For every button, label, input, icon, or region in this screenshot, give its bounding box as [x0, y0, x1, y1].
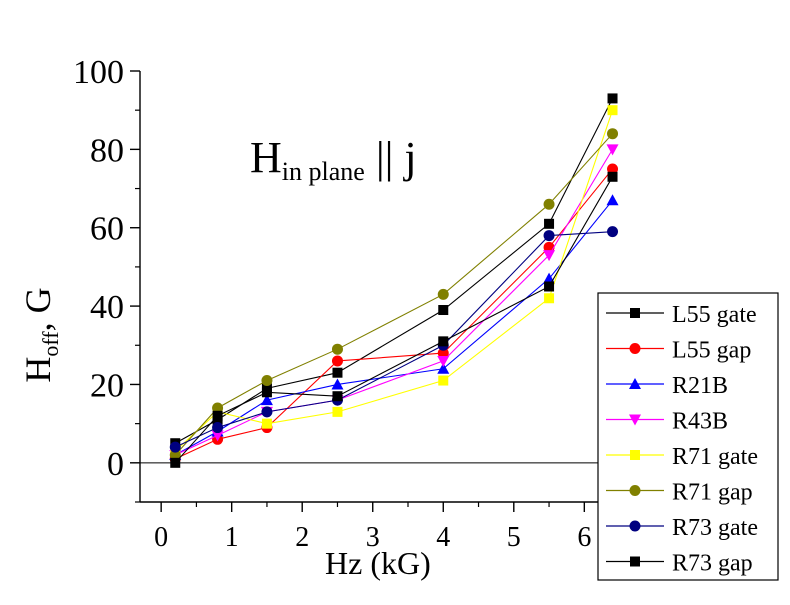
- y-tick-label: 40: [90, 289, 124, 326]
- data-point: [170, 457, 181, 468]
- legend-marker: [629, 485, 641, 496]
- data-point: [437, 347, 449, 359]
- data-point: [438, 336, 449, 347]
- legend-box: [597, 292, 779, 581]
- data-point: [544, 293, 555, 304]
- legend-entry: R21B: [606, 373, 728, 399]
- y-tick-label: 60: [90, 211, 124, 248]
- data-point: [261, 418, 272, 429]
- data-point: [544, 218, 555, 229]
- series-layer: [169, 93, 619, 468]
- data-point: [543, 198, 555, 210]
- data-point: [261, 375, 273, 387]
- data-point: [331, 355, 343, 367]
- data-point: [607, 163, 619, 175]
- data-point: [437, 288, 449, 300]
- data-point: [332, 391, 343, 402]
- data-point: [544, 281, 555, 292]
- legend-label: R73 gap: [672, 551, 753, 577]
- data-point: [169, 441, 181, 453]
- series-r71-gap: [169, 128, 619, 461]
- data-point: [437, 362, 450, 374]
- series-r73-gap: [170, 171, 618, 468]
- data-point: [607, 171, 618, 182]
- x-tick-label: 4: [436, 522, 450, 553]
- legend-label: L55 gap: [672, 338, 751, 364]
- x-tick-label: 0: [154, 522, 168, 553]
- data-point: [261, 406, 273, 418]
- x-tick-label: 1: [225, 522, 239, 553]
- chart-title: Hin plane || j: [250, 133, 417, 186]
- legend-label: R71 gate: [672, 444, 758, 470]
- legend-entry: R73 gate: [606, 515, 758, 541]
- legend-entry: R73 gap: [606, 551, 753, 577]
- x-axis-label: Hz (kG): [325, 545, 431, 581]
- legend-label: R43B: [672, 409, 728, 435]
- data-point: [332, 367, 343, 378]
- legend-marker: [630, 556, 640, 567]
- data-point: [212, 402, 224, 414]
- data-point: [331, 343, 343, 355]
- data-point: [607, 105, 618, 116]
- data-point: [212, 422, 224, 434]
- data-point: [169, 449, 181, 461]
- y-tick-label: 80: [90, 132, 124, 169]
- data-point: [543, 250, 556, 262]
- legend-label: R21B: [672, 373, 728, 399]
- y-tick-label: 100: [73, 54, 124, 91]
- legend-marker: [629, 378, 641, 389]
- legend-entry: L55 gate: [606, 302, 757, 328]
- legend-label: R71 gap: [672, 480, 753, 506]
- data-point: [211, 430, 224, 442]
- x-tick-label: 3: [366, 522, 380, 553]
- data-point: [332, 406, 343, 417]
- data-point: [261, 387, 272, 398]
- legend-entry: L55 gap: [606, 338, 751, 364]
- legend-marker: [629, 414, 641, 426]
- legend-label: L55 gate: [672, 302, 757, 328]
- legend-entry: R71 gap: [606, 480, 753, 506]
- x-tick-label: 2: [295, 522, 309, 553]
- data-point: [606, 144, 619, 156]
- data-point: [607, 226, 619, 238]
- x-tick-label: 6: [577, 522, 591, 553]
- legend-marker: [629, 343, 641, 354]
- data-point: [606, 194, 619, 206]
- legend-marker: [630, 308, 640, 318]
- legend-entry: R71 gate: [606, 444, 758, 470]
- series-line: [175, 168, 613, 460]
- axes: 0 20 40 60 80 100 0 1 2 3 4 5 6: [73, 54, 676, 553]
- data-point: [543, 230, 555, 242]
- legend-marker: [630, 450, 640, 460]
- x-tick-label: 5: [507, 522, 521, 553]
- y-tick-label: 0: [107, 446, 124, 483]
- data-point: [331, 378, 344, 390]
- data-point: [437, 355, 450, 367]
- legend: L55 gate L55 gap R21B R43B R71 gate R71 gap R7…: [597, 292, 779, 581]
- y-axis-label: Hoff, G: [18, 287, 63, 382]
- data-point: [260, 394, 273, 406]
- y-tick-label: 20: [90, 367, 124, 404]
- legend-entry: R43B: [606, 409, 728, 435]
- data-point: [607, 128, 619, 140]
- data-point: [212, 410, 223, 421]
- legend-marker: [629, 520, 641, 532]
- data-point: [607, 93, 618, 104]
- legend-label: R73 gate: [672, 515, 758, 541]
- data-point: [438, 305, 449, 316]
- data-point: [438, 375, 449, 386]
